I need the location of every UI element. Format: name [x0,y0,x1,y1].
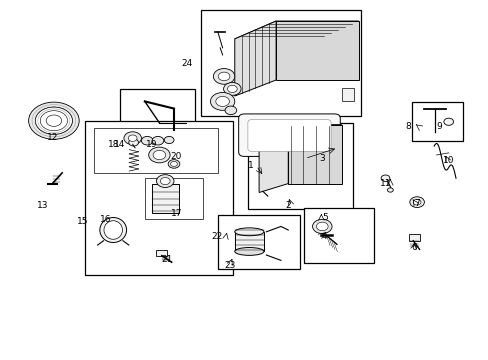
Circle shape [443,118,453,125]
Bar [119,89,195,152]
Circle shape [412,199,420,205]
Text: 18: 18 [107,140,119,149]
Circle shape [168,159,180,168]
Text: 23: 23 [224,261,235,270]
Text: 16: 16 [100,215,111,224]
Text: 13: 13 [37,201,48,210]
Ellipse shape [234,248,264,255]
Circle shape [128,139,138,146]
Polygon shape [259,125,341,134]
Text: 4: 4 [321,232,327,241]
Bar [248,123,352,208]
Polygon shape [234,21,276,96]
FancyBboxPatch shape [247,120,330,152]
Circle shape [148,147,170,163]
Text: 12: 12 [47,132,58,141]
Circle shape [210,93,234,111]
Circle shape [218,72,229,81]
Circle shape [409,197,424,207]
Polygon shape [287,125,341,184]
Circle shape [40,111,67,131]
Bar [144,178,203,219]
Text: 8: 8 [404,122,410,131]
Bar [408,234,419,241]
Text: 17: 17 [170,210,182,219]
Text: 19: 19 [146,140,158,149]
Text: 6: 6 [411,243,417,252]
Text: 20: 20 [170,152,182,161]
Circle shape [170,161,177,166]
Circle shape [312,219,331,234]
Ellipse shape [234,228,264,236]
Circle shape [223,82,241,95]
Circle shape [227,85,237,93]
Bar [156,250,166,256]
Polygon shape [259,125,287,193]
Text: 14: 14 [114,140,125,149]
Text: 9: 9 [435,122,441,131]
Bar [217,215,300,269]
Bar [303,207,373,263]
Bar [85,121,233,275]
FancyBboxPatch shape [238,114,340,157]
Circle shape [152,136,163,145]
Text: 24: 24 [181,59,192,68]
Ellipse shape [104,221,122,239]
Bar [152,184,179,213]
Text: 10: 10 [442,156,453,165]
Text: 15: 15 [77,217,89,226]
Circle shape [386,188,392,192]
Circle shape [35,107,72,134]
Text: 5: 5 [321,213,327,222]
Circle shape [160,177,170,185]
Circle shape [164,136,174,144]
Circle shape [29,102,79,139]
Circle shape [224,106,236,114]
Text: 3: 3 [319,154,325,163]
Ellipse shape [100,217,126,243]
Circle shape [35,107,72,134]
Text: 22: 22 [211,232,222,241]
Circle shape [40,111,67,131]
Circle shape [316,222,327,231]
Bar [341,88,353,102]
Bar [411,102,462,141]
Circle shape [156,175,174,188]
Circle shape [215,96,229,107]
Bar [234,232,264,251]
Circle shape [213,68,234,84]
Bar [201,10,361,116]
Circle shape [141,136,153,145]
Text: 21: 21 [161,255,172,264]
Text: 1: 1 [247,161,253,170]
Text: 11: 11 [379,179,390,188]
Circle shape [46,115,61,126]
Text: 7: 7 [413,199,419,208]
Circle shape [123,132,141,145]
Text: 2: 2 [285,201,290,210]
Circle shape [153,150,165,159]
Circle shape [380,175,389,181]
Polygon shape [276,21,358,80]
Bar [94,128,217,173]
Circle shape [128,135,137,141]
Polygon shape [234,21,358,39]
